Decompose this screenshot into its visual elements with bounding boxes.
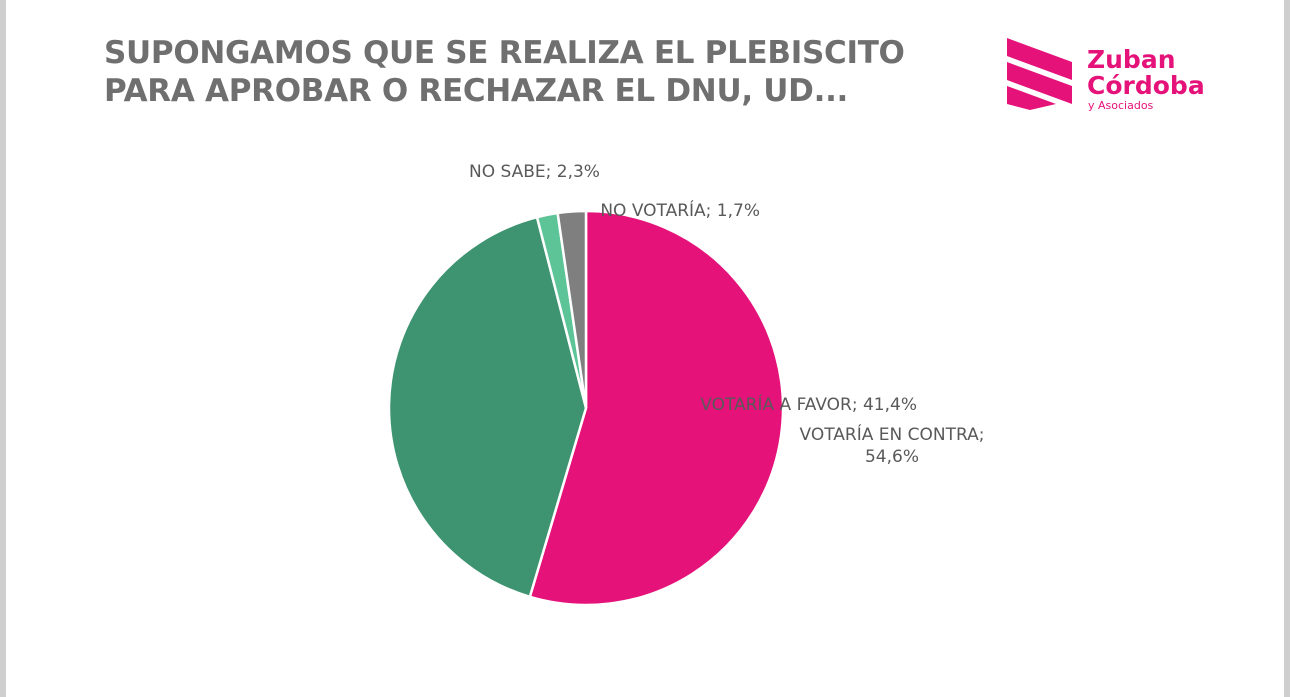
logo-mark [1007,38,1072,110]
logo-text: Zuban [1087,45,1176,74]
pie-slice [556,209,588,409]
pie-slice [387,215,588,599]
pie-slice [528,209,785,607]
data-label: VOTARÍA A FAVOR; 41,4% [700,395,917,415]
logo-text: Córdoba [1087,71,1205,100]
data-label: NO SABE; 2,3% [469,162,600,182]
data-label: NO VOTARÍA; 1,7% [600,201,760,221]
logo-text: y Asociados [1088,99,1154,112]
data-label: VOTARÍA EN CONTRA; 54,6% [799,425,985,467]
chart-title: SUPONGAMOS QUE SE REALIZA EL PLEBISCITO … [104,35,905,109]
